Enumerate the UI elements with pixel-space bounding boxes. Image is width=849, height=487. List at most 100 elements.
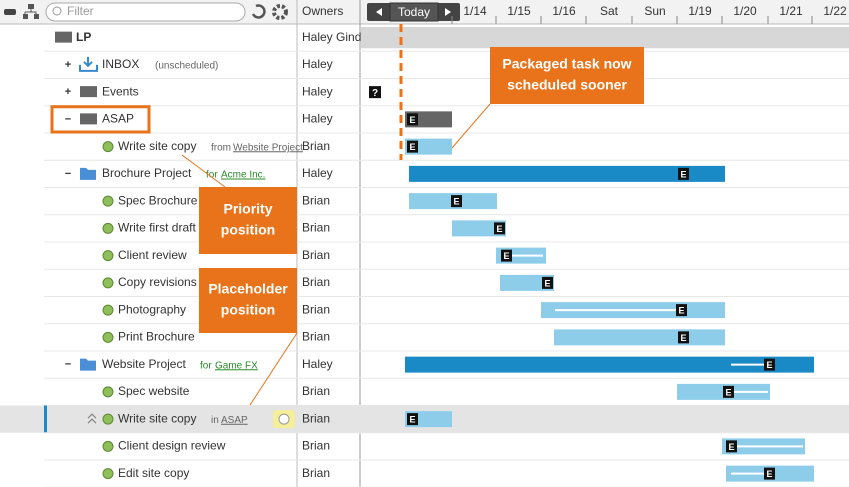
package-icon bbox=[80, 86, 97, 98]
estimate-glyph: E bbox=[503, 251, 509, 261]
estimate-icon bbox=[723, 385, 734, 398]
task-icon bbox=[102, 141, 114, 153]
owner: Brian bbox=[302, 193, 330, 207]
estimate-glyph: E bbox=[678, 306, 684, 316]
callout-text: Placeholder bbox=[208, 281, 288, 297]
estimate-icon bbox=[407, 113, 418, 126]
estimate-glyph: E bbox=[766, 360, 772, 370]
row-name: Spec Brochure bbox=[118, 193, 198, 207]
tree-icon[interactable] bbox=[23, 4, 39, 19]
folder-icon bbox=[80, 167, 96, 180]
estimate-glyph: E bbox=[725, 387, 731, 397]
row-name: Spec website bbox=[118, 384, 190, 398]
estimate-glyph: E bbox=[544, 278, 550, 288]
toggle[interactable]: + bbox=[65, 59, 71, 71]
toggle[interactable]: + bbox=[65, 86, 71, 98]
folder-icon bbox=[80, 358, 96, 371]
row-note: from bbox=[211, 142, 231, 153]
callout-pointer bbox=[451, 103, 491, 149]
owner: Brian bbox=[302, 221, 330, 235]
collapse-icon[interactable] bbox=[4, 9, 16, 15]
task-icon bbox=[102, 222, 114, 234]
owner: Brian bbox=[302, 248, 330, 262]
filter-input[interactable] bbox=[45, 2, 246, 22]
prev-button[interactable] bbox=[376, 8, 382, 16]
callout-box bbox=[490, 47, 644, 104]
owner: Brian bbox=[302, 466, 330, 480]
row-link[interactable]: ASAP bbox=[221, 415, 248, 426]
row-note: in bbox=[211, 415, 219, 426]
row-name: Write first draft bbox=[118, 221, 196, 235]
row-note: for bbox=[200, 360, 212, 371]
owners-header: Owners bbox=[302, 4, 343, 18]
estimate-glyph: E bbox=[409, 415, 415, 425]
task-icon bbox=[102, 304, 114, 316]
estimate-icon bbox=[407, 140, 418, 153]
row-name: Website Project bbox=[102, 357, 186, 371]
row-link[interactable]: Website Project bbox=[233, 142, 303, 153]
estimate-glyph: E bbox=[409, 142, 415, 152]
task-icon bbox=[102, 413, 114, 425]
next-button[interactable] bbox=[445, 8, 451, 16]
estimate-icon bbox=[542, 276, 553, 289]
owner: Haley bbox=[302, 57, 333, 71]
undo-icon[interactable] bbox=[251, 4, 266, 19]
row-link[interactable]: Acme Inc. bbox=[221, 170, 265, 181]
callout-pointer bbox=[181, 154, 226, 188]
estimate-icon bbox=[764, 467, 775, 480]
owner: Brian bbox=[302, 384, 330, 398]
gantt-bar[interactable] bbox=[554, 329, 725, 346]
callout-text: Priority bbox=[223, 201, 272, 217]
inbox-icon bbox=[79, 56, 98, 72]
task-icon bbox=[102, 277, 114, 289]
owner: Haley Gind bbox=[302, 30, 361, 44]
date-label: Sun bbox=[644, 4, 665, 18]
toggle[interactable]: − bbox=[65, 168, 71, 180]
row-link[interactable]: Game FX bbox=[215, 360, 258, 371]
callout-text: Packaged task now bbox=[502, 56, 631, 72]
callout-box bbox=[199, 268, 297, 333]
estimate-icon bbox=[764, 358, 775, 371]
row-name: Brochure Project bbox=[102, 166, 192, 180]
estimate-glyph: E bbox=[680, 333, 686, 343]
today-button[interactable] bbox=[389, 2, 439, 22]
estimate-glyph: E bbox=[766, 469, 772, 479]
package-icon bbox=[80, 113, 97, 125]
row-name: Write site copy bbox=[118, 139, 196, 153]
gantt-bar[interactable] bbox=[500, 274, 554, 291]
filter-placeholder: Filter bbox=[67, 4, 94, 18]
settings-icon[interactable] bbox=[272, 4, 288, 20]
row-name: Events bbox=[102, 84, 139, 98]
root-band bbox=[361, 27, 849, 49]
estimate-glyph: E bbox=[496, 224, 502, 234]
estimate-icon bbox=[407, 413, 418, 426]
unknown-icon bbox=[369, 86, 381, 99]
toggle[interactable]: − bbox=[65, 359, 71, 371]
estimate-glyph: E bbox=[409, 115, 415, 125]
selection-marker bbox=[44, 405, 47, 433]
owner: Brian bbox=[302, 330, 330, 344]
owner: Brian bbox=[302, 275, 330, 289]
search-icon bbox=[52, 6, 62, 16]
asap-highlight bbox=[50, 105, 151, 134]
gantt-bar[interactable] bbox=[452, 220, 506, 237]
priority-chevron[interactable] bbox=[87, 413, 97, 424]
gantt-bar[interactable] bbox=[405, 356, 814, 373]
row-note: for bbox=[206, 170, 218, 181]
date-label: 1/15 bbox=[507, 4, 531, 18]
estimate-icon bbox=[676, 304, 687, 317]
row-name: LP bbox=[76, 30, 91, 44]
date-label: 1/20 bbox=[733, 4, 757, 18]
estimate-icon bbox=[678, 331, 689, 344]
date-label: 1/22 bbox=[823, 4, 847, 18]
estimate-icon bbox=[501, 249, 512, 262]
toggle[interactable]: − bbox=[65, 113, 71, 125]
gantt-bar[interactable] bbox=[409, 165, 725, 182]
estimate-icon bbox=[494, 222, 505, 235]
unknown-glyph: ? bbox=[372, 88, 378, 99]
estimate-glyph: E bbox=[453, 197, 459, 207]
callout-text: scheduled sooner bbox=[507, 77, 627, 93]
task-icon bbox=[102, 440, 114, 452]
date-label: 1/21 bbox=[779, 4, 803, 18]
